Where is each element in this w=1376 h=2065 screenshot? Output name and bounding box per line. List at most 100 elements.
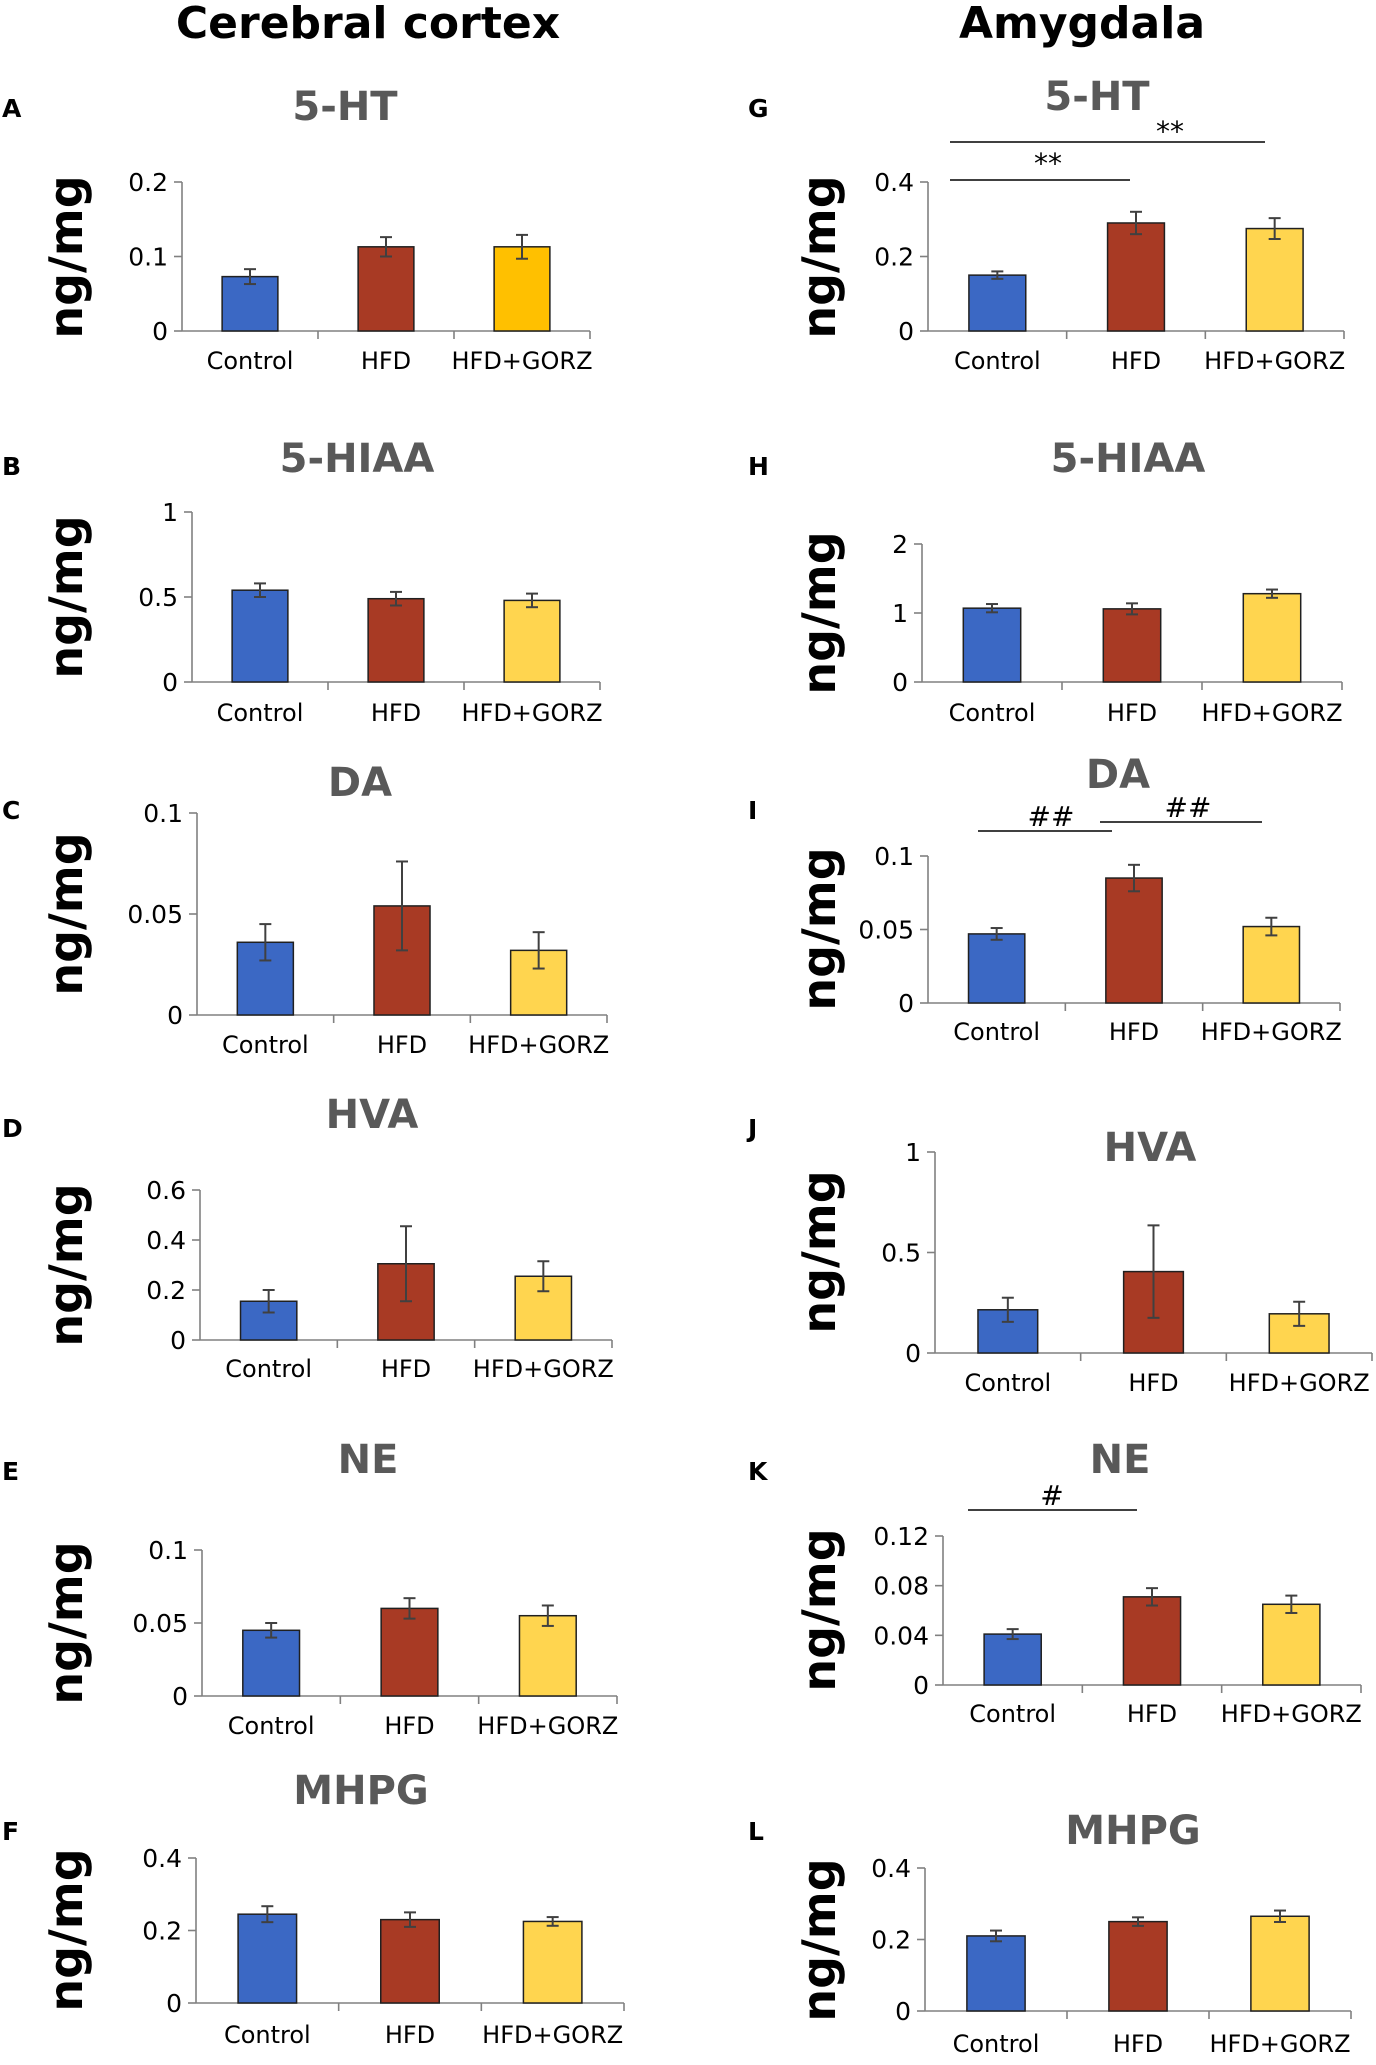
y-axis-label: ng/mg xyxy=(792,1858,846,2021)
panel-letter: G xyxy=(748,94,769,123)
chart-title: DA xyxy=(328,760,392,806)
category-label: HFD+GORZ xyxy=(1201,1018,1342,1046)
panel-letter: H xyxy=(748,452,769,481)
category-label: HFD+GORZ xyxy=(1221,1700,1362,1728)
y-tick-label: 0.4 xyxy=(146,1226,186,1255)
chart-title: NE xyxy=(1090,1437,1151,1483)
y-tick-label: 0.05 xyxy=(127,900,183,929)
category-label: HFD+GORZ xyxy=(1201,699,1342,727)
panel-letter: D xyxy=(2,1114,23,1143)
y-tick-label: 0 xyxy=(166,1989,182,2018)
y-tick-label: 0.1 xyxy=(874,842,914,871)
y-tick-label: 0 xyxy=(898,317,914,346)
chart-panel-a: A 5-HT ng/mg 0.2 0.1 0 Control HFD HFD+GORZ xyxy=(2,84,593,375)
panel-letter: C xyxy=(2,796,20,825)
category-label: HFD+GORZ xyxy=(1229,1369,1370,1397)
y-axis-label: ng/mg xyxy=(39,832,93,995)
y-tick-label: 1 xyxy=(892,599,908,628)
category-label: HFD+GORZ xyxy=(473,1355,614,1383)
bar xyxy=(231,589,289,683)
category-label: Control xyxy=(228,1712,315,1740)
bar xyxy=(493,246,551,332)
chart-title: 5-HT xyxy=(292,84,398,130)
panel-letter: E xyxy=(2,1457,19,1486)
chart-title: NE xyxy=(338,1437,399,1483)
chart-panel-h: H 5-HIAA ng/mg 2 1 0 Control HFD HFD+GORZ xyxy=(748,436,1343,727)
y-tick-label: 0 xyxy=(167,1001,183,1030)
panel-letter: F xyxy=(2,1817,19,1846)
y-tick-label: 0.5 xyxy=(881,1239,921,1268)
y-tick-label: 0.2 xyxy=(128,168,168,197)
bar xyxy=(522,1920,583,2004)
bar xyxy=(983,1633,1042,1686)
y-tick-label: 1 xyxy=(905,1138,921,1167)
y-axis-label: ng/mg xyxy=(792,1170,846,1333)
y-axis-label: ng/mg xyxy=(792,1528,846,1691)
chart-panel-i: I DA ng/mg 0.1 0.05 0 Control HFD HFD+GORZ ## ## xyxy=(748,752,1342,1046)
y-tick-label: 0 xyxy=(905,1339,921,1368)
bar xyxy=(1250,1915,1310,2012)
chart-title: MHPG xyxy=(293,1768,428,1814)
category-label: HFD xyxy=(377,1031,427,1059)
chart-panel-l: L MHPG ng/mg 0.4 0.2 0 Control HFD HFD+GORZ xyxy=(748,1808,1352,2058)
y-axis-label: ng/mg xyxy=(39,1848,93,2011)
panel-letter: J xyxy=(746,1114,757,1143)
y-tick-label: 0.1 xyxy=(128,243,168,272)
category-label: HFD xyxy=(371,699,421,727)
y-tick-label: 0.12 xyxy=(873,1522,929,1551)
bar xyxy=(221,275,279,332)
category-label: HFD+GORZ xyxy=(477,1712,618,1740)
bar xyxy=(1105,877,1163,1004)
category-label: Control xyxy=(969,1700,1056,1728)
chart-panel-c: C DA ng/mg 0.1 0.05 0 Control HFD HFD+GORZ xyxy=(2,760,609,1059)
category-label: HFD xyxy=(384,1712,434,1740)
panel-letter: B xyxy=(2,452,21,481)
significance-marker: # xyxy=(1040,1479,1063,1512)
y-tick-label: 0.4 xyxy=(142,1844,182,1873)
bar xyxy=(968,274,1027,332)
bar xyxy=(380,1918,440,2004)
chart-title: 5-HIAA xyxy=(1051,436,1206,482)
chart-title: HVA xyxy=(326,1092,419,1138)
bar xyxy=(1242,925,1301,1004)
bar xyxy=(1122,1596,1182,1686)
category-label: Control xyxy=(954,347,1041,375)
bar xyxy=(1245,227,1304,332)
bar xyxy=(367,597,425,683)
y-tick-label: 0 xyxy=(892,668,908,697)
category-label: Control xyxy=(953,2030,1040,2058)
category-label: Control xyxy=(207,347,294,375)
chart-title: MHPG xyxy=(1065,1808,1200,1854)
chart-panel-d: D HVA ng/mg 0.6 0.4 0.2 0 Control HFD HFD+GORZ xyxy=(2,1092,614,1383)
significance-marker: ## xyxy=(1165,791,1212,824)
y-tick-label: 0.5 xyxy=(138,583,178,612)
y-tick-label: 0 xyxy=(162,668,178,697)
y-axis-label: ng/mg xyxy=(39,1183,93,1346)
y-tick-label: 0.1 xyxy=(143,799,183,828)
category-label: HFD xyxy=(381,1355,431,1383)
bar xyxy=(1242,592,1302,683)
y-tick-label: 0.2 xyxy=(871,1926,911,1955)
y-tick-label: 0 xyxy=(172,1682,188,1711)
category-label: HFD xyxy=(1111,347,1161,375)
category-label: Control xyxy=(953,1018,1040,1046)
category-label: Control xyxy=(964,1369,1051,1397)
bar xyxy=(503,599,561,683)
category-label: Control xyxy=(225,1355,312,1383)
category-label: HFD+GORZ xyxy=(461,699,602,727)
category-label: HFD xyxy=(385,2021,435,2049)
y-axis-label: ng/mg xyxy=(39,515,93,678)
bar xyxy=(237,1913,298,2004)
category-label: HFD+GORZ xyxy=(1204,347,1345,375)
category-label: HFD xyxy=(1128,1369,1178,1397)
category-label: Control xyxy=(224,2021,311,2049)
bar xyxy=(966,1935,1026,2012)
category-label: HFD+GORZ xyxy=(1209,2030,1350,2058)
y-tick-label: 0.05 xyxy=(858,916,914,945)
y-tick-label: 0.4 xyxy=(871,1854,911,1883)
y-tick-label: 0 xyxy=(170,1326,186,1355)
bar xyxy=(1102,608,1162,683)
bar xyxy=(967,933,1026,1004)
